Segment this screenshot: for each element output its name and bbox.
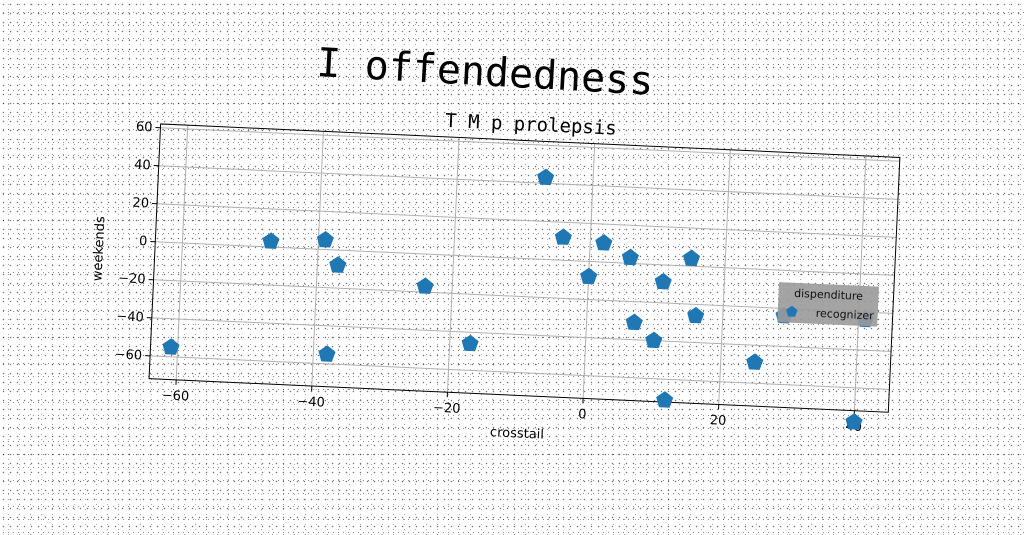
y-grid-line xyxy=(159,166,898,200)
y-grid-line xyxy=(150,356,889,390)
data-point xyxy=(595,234,613,251)
x-grid-line xyxy=(447,137,459,392)
x-tick-label: 0 xyxy=(578,407,587,422)
x-grid-line xyxy=(719,150,731,405)
plot-area xyxy=(149,124,900,412)
x-axis-label: crosstail xyxy=(490,425,545,442)
chart-subtitle: T M p prolepsis xyxy=(445,110,617,140)
y-tick-label: 20 xyxy=(132,196,149,212)
data-point xyxy=(554,228,572,245)
x-grid-line xyxy=(312,131,324,386)
data-point xyxy=(645,331,663,348)
data-point xyxy=(318,345,336,362)
legend: dispenditure recognizer xyxy=(777,282,879,326)
y-tick-label: 0 xyxy=(139,234,148,249)
data-point xyxy=(461,334,479,351)
y-axis-label: weekends xyxy=(90,216,108,282)
grid-lines xyxy=(149,124,900,412)
y-tick-label: 60 xyxy=(136,120,153,136)
y-tick-label: −20 xyxy=(118,271,146,287)
data-point xyxy=(625,313,643,330)
y-tick-label: −60 xyxy=(114,347,142,363)
x-tick-label: −60 xyxy=(161,388,189,404)
x-tick-label: 20 xyxy=(709,413,726,429)
x-tick-label: −20 xyxy=(433,401,461,417)
data-point xyxy=(687,307,705,324)
x-tick-label: −40 xyxy=(297,394,325,410)
data-point xyxy=(683,249,701,266)
data-point xyxy=(746,353,764,370)
x-grid-line xyxy=(854,156,866,411)
data-point xyxy=(656,391,674,408)
y-tick-label: −40 xyxy=(116,309,144,325)
y-grid-line xyxy=(157,204,896,238)
data-point xyxy=(329,256,347,273)
data-point xyxy=(580,267,598,284)
data-point xyxy=(654,273,672,290)
y-tick-label: 40 xyxy=(134,158,151,174)
legend-entry: recognizer xyxy=(816,307,875,323)
x-grid-line xyxy=(176,125,188,380)
